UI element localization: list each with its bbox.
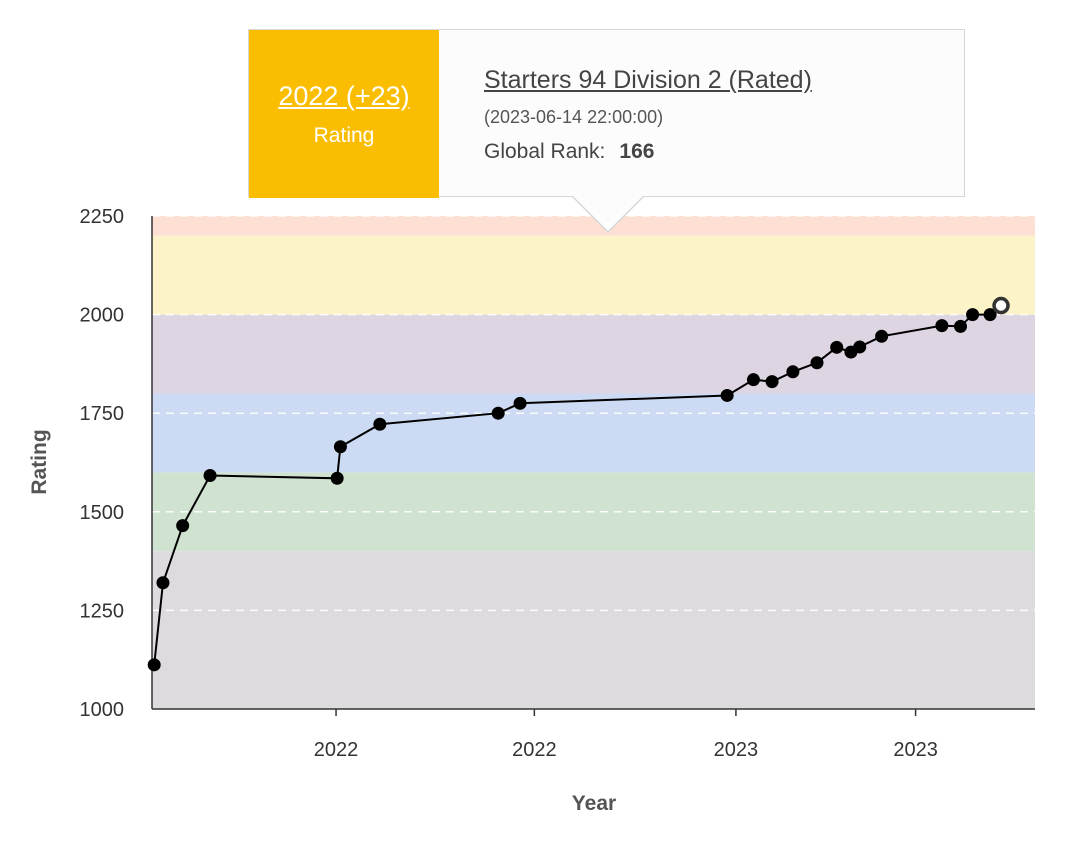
data-point xyxy=(147,658,161,672)
y-tick-label: 1000 xyxy=(80,699,125,721)
rating-series xyxy=(147,296,1010,672)
rating-band-2 xyxy=(152,393,1035,473)
data-point xyxy=(513,396,527,410)
y-axis-title: Rating xyxy=(28,429,51,494)
global-rank-value: 166 xyxy=(619,140,655,163)
data-point xyxy=(156,576,170,590)
data-point xyxy=(330,471,344,485)
x-axis-title: Year xyxy=(572,792,616,815)
data-point xyxy=(810,356,824,370)
global-rank-row: Global Rank: 166 xyxy=(484,140,812,164)
rating-band-3 xyxy=(152,314,1035,394)
x-tick-label: 2023 xyxy=(893,739,938,761)
contest-title-link[interactable]: Starters 94 Division 2 (Rated) xyxy=(484,66,812,94)
y-tick-label: 2250 xyxy=(80,206,125,228)
y-tick-label: 1250 xyxy=(80,600,125,622)
data-point xyxy=(176,519,190,533)
rating-bands xyxy=(152,216,1035,709)
data-point xyxy=(333,440,347,454)
tooltip-details: Starters 94 Division 2 (Rated) (2023-06-… xyxy=(484,66,812,164)
tooltip-pointer-fill xyxy=(573,196,643,231)
axes xyxy=(151,216,1035,710)
x-tick-label: 2022 xyxy=(314,739,359,761)
data-point xyxy=(765,375,779,389)
x-tick-label: 2022 xyxy=(512,739,557,761)
x-tick-labels: 2022 2022 2023 2023 xyxy=(314,709,938,761)
data-point xyxy=(935,319,949,333)
rating-band-4 xyxy=(152,235,1035,315)
tooltip-year-link[interactable]: 2022 (+23) xyxy=(278,80,410,111)
data-point xyxy=(373,417,387,431)
x-tick-label: 2023 xyxy=(714,739,759,761)
data-point xyxy=(983,308,997,322)
tooltip-accent-panel: 2022 (+23) Rating xyxy=(249,30,439,198)
data-point xyxy=(966,308,980,322)
data-point xyxy=(491,406,505,420)
y-tick-labels: 1000 1250 1500 1750 2000 2250 xyxy=(80,206,125,721)
y-tick-label: 2000 xyxy=(80,305,125,327)
y-tick-label: 1750 xyxy=(80,403,125,425)
contest-date: (2023-06-14 22:00:00) xyxy=(484,107,664,127)
data-point xyxy=(875,329,889,343)
data-point xyxy=(203,469,217,483)
contest-tooltip: 2022 (+23) Rating Starters 94 Division 2… xyxy=(248,29,965,233)
data-point xyxy=(853,340,867,354)
data-point xyxy=(720,388,734,402)
data-point xyxy=(830,340,844,354)
global-rank-label: Global Rank: xyxy=(484,140,606,163)
y-tick-label: 1500 xyxy=(80,502,125,524)
data-point xyxy=(954,319,968,333)
rating-band-0 xyxy=(152,551,1035,709)
highlighted-data-point xyxy=(992,296,1010,315)
data-point xyxy=(746,373,760,387)
tooltip-rating-label: Rating xyxy=(313,123,375,147)
data-point xyxy=(786,365,800,379)
